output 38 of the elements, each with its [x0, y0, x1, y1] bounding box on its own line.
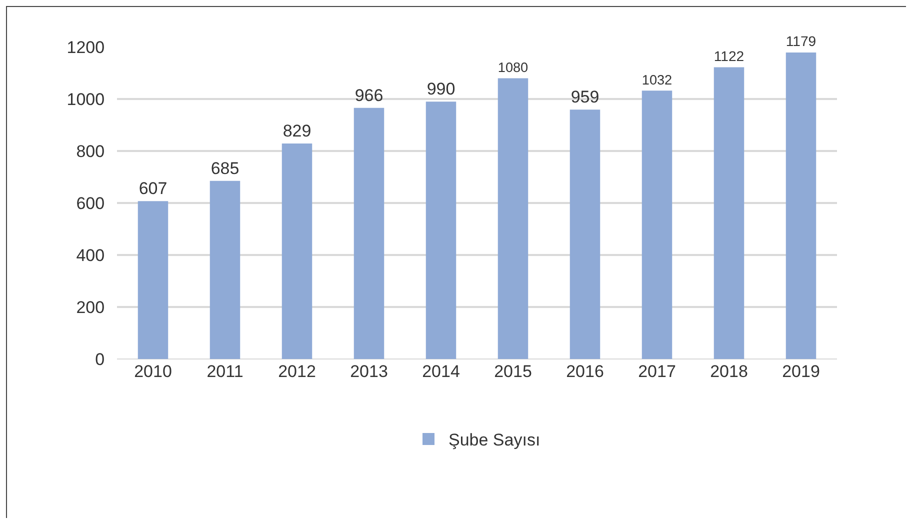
x-tick-label: 2017 — [638, 362, 676, 381]
data-label: 1179 — [786, 33, 816, 50]
y-tick-label: 1000 — [66, 90, 105, 109]
bar — [498, 78, 528, 359]
data-label: 1080 — [498, 60, 529, 75]
y-tick-label: 200 — [76, 298, 105, 317]
x-tick-label: 2014 — [422, 362, 460, 381]
x-tick-label: 2019 — [782, 362, 820, 381]
bar — [426, 102, 456, 359]
x-tick-label: 2015 — [494, 362, 532, 381]
x-tick-label: 2016 — [566, 362, 604, 381]
data-label: 966 — [354, 86, 384, 105]
bar — [354, 108, 384, 359]
y-tick-label: 600 — [76, 194, 105, 213]
x-tick-label: 2013 — [350, 362, 388, 381]
bar — [282, 143, 312, 359]
bar — [642, 90, 672, 359]
data-label: 1122 — [714, 48, 744, 64]
x-tick-label: 2010 — [134, 362, 172, 381]
data-label: 990 — [426, 80, 456, 99]
data-label: 829 — [282, 121, 312, 140]
x-tick-label: 2018 — [710, 362, 748, 381]
y-tick-label: 400 — [76, 246, 105, 265]
bar — [786, 52, 816, 359]
data-label: 1032 — [642, 72, 672, 88]
y-tick-label: 0 — [95, 350, 105, 369]
data-label: 685 — [210, 158, 240, 178]
y-tick-label: 1200 — [66, 38, 105, 57]
bar — [714, 67, 744, 359]
x-tick-label: 2012 — [278, 362, 316, 381]
bar — [138, 201, 168, 359]
data-label: 959 — [570, 88, 600, 107]
y-tick-label: 800 — [76, 142, 105, 161]
x-tick-label: 2011 — [206, 362, 244, 381]
bar — [210, 180, 240, 359]
legend-label: Şube Sayısı — [448, 430, 540, 450]
data-label: 607 — [138, 179, 168, 198]
bar — [570, 110, 600, 359]
